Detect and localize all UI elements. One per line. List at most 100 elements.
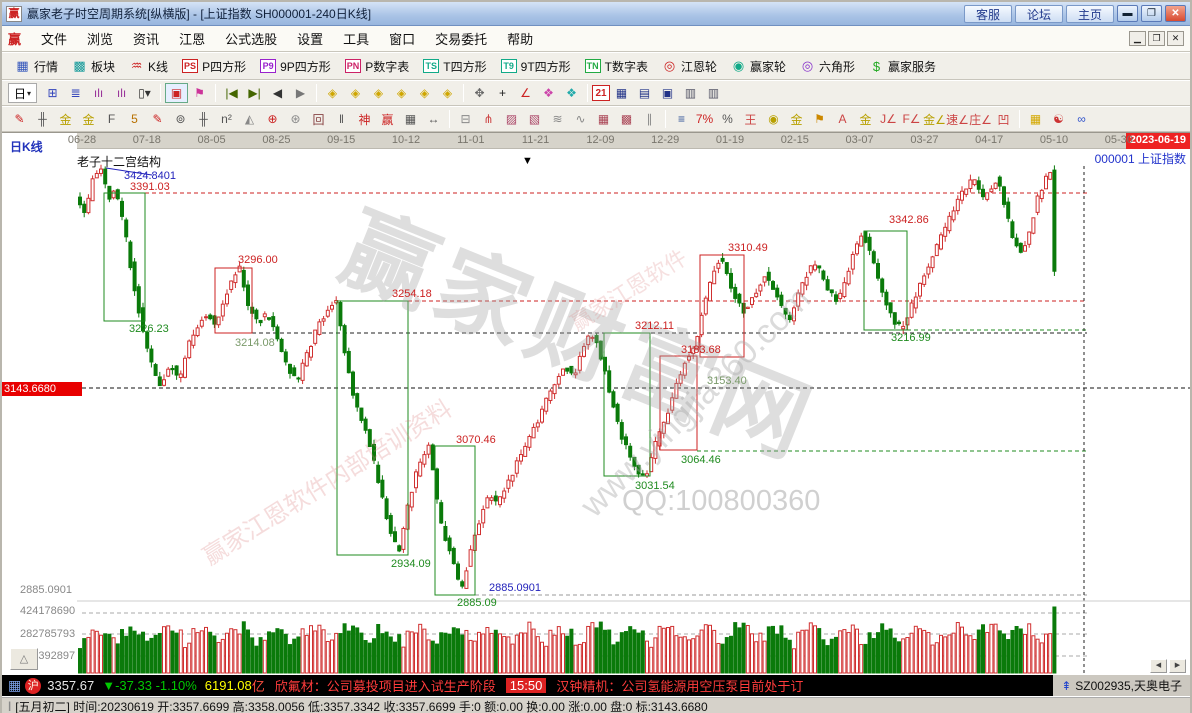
menu-item-6[interactable]: 设置 xyxy=(297,31,324,47)
last-page-icon[interactable]: ▶| xyxy=(248,86,261,100)
t-square-button[interactable]: TS T四方形 xyxy=(416,55,493,77)
angle-measure-icon[interactable]: ∠ xyxy=(520,86,531,100)
diamond-cross-icon[interactable]: ◈ xyxy=(419,86,430,100)
calendar-icon[interactable]: 21 xyxy=(592,85,611,101)
diamond-compress-icon[interactable]: ◈ xyxy=(327,86,338,100)
minimize-button[interactable]: ▬ xyxy=(1117,5,1138,22)
diamond-expand-icon[interactable]: ◈ xyxy=(350,86,361,100)
tool-compass-icon[interactable]: ⊕ xyxy=(267,112,278,126)
gann-mode-icon[interactable]: ▣ xyxy=(165,83,189,103)
9t-square-button[interactable]: T9 9T四方形 xyxy=(494,55,578,77)
tool-infinity-icon[interactable]: ∞ xyxy=(1077,112,1086,126)
window-layout-icon[interactable]: ⊞ xyxy=(47,86,58,100)
tool-circle3-icon[interactable]: ⊚ xyxy=(175,112,186,126)
tool-slashes-icon[interactable]: ∥ xyxy=(646,112,653,126)
menu-item-8[interactable]: 窗口 xyxy=(389,31,416,47)
tool-grid123-icon[interactable]: ▦ xyxy=(404,112,417,126)
diamond-vspan-icon[interactable]: ◈ xyxy=(396,86,407,100)
print-icon[interactable]: ▥ xyxy=(707,86,720,100)
tool-n2-icon[interactable]: n² xyxy=(221,112,232,126)
winner-wheel-button[interactable]: ◉ 赢家轮 xyxy=(724,55,793,77)
tool-target-icon[interactable]: 回 xyxy=(312,112,325,127)
tool-span-icon[interactable]: ↔ xyxy=(427,112,440,126)
menu-item-1[interactable]: 文件 xyxy=(41,31,68,47)
menu-item-4[interactable]: 江恩 xyxy=(179,31,206,47)
tool-f-grid-icon[interactable]: F xyxy=(107,112,116,126)
restore-button[interactable]: ❐ xyxy=(1141,5,1162,22)
tool-su-angle-icon[interactable]: 速∠ xyxy=(946,112,969,127)
menu-item-7[interactable]: 工具 xyxy=(343,31,370,47)
chart-area[interactable]: 2023-06-19 06-28 07-18 08-05 08-25 09-15 10-1… xyxy=(2,132,1190,675)
tool-spiral5-icon[interactable]: 5 xyxy=(131,112,138,126)
candlestick-canvas[interactable] xyxy=(2,133,1190,675)
tool-pattern1-icon[interactable]: ▨ xyxy=(505,112,518,126)
tool-ying-icon[interactable]: 赢 xyxy=(381,112,394,127)
hexagon-button[interactable]: ◎ 六角形 xyxy=(793,55,862,77)
homepage-button[interactable]: 主页 xyxy=(1065,4,1114,23)
tool-terrace-icon[interactable]: 凹 xyxy=(997,112,1010,127)
tool-gold2-icon[interactable]: 金 xyxy=(859,112,872,127)
stock-quick-quote[interactable]: ⇞ SZ002935,天奥电子 xyxy=(1053,675,1190,696)
tool-hash-icon[interactable]: ╫ xyxy=(199,112,208,126)
info-list-icon[interactable]: ≣ xyxy=(70,86,81,100)
diamond-hspan-icon[interactable]: ◈ xyxy=(373,86,384,100)
notepad-icon[interactable]: ▤ xyxy=(638,86,651,100)
tool-taiji-icon[interactable]: ☯ xyxy=(1053,112,1064,126)
hand-icon[interactable]: ✥ xyxy=(474,86,485,100)
tool-shen-icon[interactable]: 神 xyxy=(358,112,371,127)
9p-square-button[interactable]: P9 9P四方形 xyxy=(253,55,338,77)
child-close-button[interactable]: ✕ xyxy=(1167,31,1184,46)
winner-service-button[interactable]: $ 赢家服务 xyxy=(862,55,943,77)
tool-levels-icon[interactable]: ≡ xyxy=(677,112,685,126)
forum-button[interactable]: 论坛 xyxy=(1014,4,1063,23)
tool-flag-icon[interactable]: ⚑ xyxy=(814,112,825,126)
tool-f-angle-icon[interactable]: F∠ xyxy=(902,112,921,126)
tool-gold-angle-icon[interactable]: 金∠ xyxy=(923,112,946,127)
tool-mirror-icon[interactable]: ◭ xyxy=(244,112,255,126)
first-page-icon[interactable]: |◀ xyxy=(225,86,238,100)
profile-flag-icon[interactable]: ⚑ xyxy=(194,86,205,100)
pattern-teal-icon[interactable]: ❖ xyxy=(566,86,577,100)
pane-toggle-button[interactable]: △ xyxy=(10,648,38,670)
menu-item-2[interactable]: 浏览 xyxy=(87,31,114,47)
t-number-table-button[interactable]: TN T数字表 xyxy=(578,55,655,77)
tool-grid-red-icon[interactable]: ▦ xyxy=(597,112,610,126)
next-bar-icon[interactable]: ▶ xyxy=(295,86,306,100)
close-button[interactable]: ✕ xyxy=(1165,5,1186,22)
scroll-left-button[interactable]: ◀ xyxy=(1150,659,1167,673)
tool-7pct-icon[interactable]: 7% xyxy=(695,112,714,126)
tool-gold-grid-icon[interactable]: 金 xyxy=(59,112,72,127)
tool-window-icon[interactable]: ⊟ xyxy=(460,112,471,126)
sectors-button[interactable]: ▩ 板块 xyxy=(65,55,122,77)
quotes-button[interactable]: ▦ 行情 xyxy=(8,55,65,77)
diamond-move-icon[interactable]: ◈ xyxy=(442,86,453,100)
tool-brush2-icon[interactable]: ✎ xyxy=(152,112,163,126)
tool-pattern2-icon[interactable]: ▧ xyxy=(528,112,541,126)
tool-fan-lines-icon[interactable]: ⋔ xyxy=(483,112,494,126)
tool-zhuang-angle-icon[interactable]: 庄∠ xyxy=(969,112,992,127)
tool-a-grid-icon[interactable]: A xyxy=(838,112,847,126)
tool-grid-gold-icon[interactable]: ▦ xyxy=(1029,112,1042,126)
kline-button[interactable]: ♒ K线 xyxy=(122,55,175,77)
pattern-pink-icon[interactable]: ❖ xyxy=(543,86,554,100)
period-selector[interactable]: 日 ▾ xyxy=(8,83,38,103)
gann-wheel-button[interactable]: ◎ 江恩轮 xyxy=(655,55,724,77)
tool-star-icon[interactable]: ⊛ xyxy=(290,112,301,126)
tool-zigzag-icon[interactable]: ∿ xyxy=(575,112,586,126)
tool-j-angle-icon[interactable]: J∠ xyxy=(880,112,897,126)
child-minimize-button[interactable]: ▁ xyxy=(1129,31,1146,46)
menu-item-10[interactable]: 帮助 xyxy=(507,31,534,47)
save-icon[interactable]: ▣ xyxy=(661,86,674,100)
tool-grid-icon[interactable]: ╫ xyxy=(38,112,47,126)
prev-bar-icon[interactable]: ◀ xyxy=(272,86,283,100)
tool-gold-grid2-icon[interactable]: 金 xyxy=(82,112,95,127)
scroll-right-button[interactable]: ▶ xyxy=(1169,659,1186,673)
tool-waves-icon[interactable]: ≋ xyxy=(552,112,563,126)
p-square-button[interactable]: PS P四方形 xyxy=(175,55,253,77)
tool-pct-icon[interactable]: % xyxy=(722,112,733,126)
calculator-icon[interactable]: ▦ xyxy=(615,86,628,100)
small-bars-3-icon[interactable]: ılı xyxy=(93,86,104,100)
quote-grid-icon[interactable]: ▦ xyxy=(8,677,22,693)
tool-gold-circle-icon[interactable]: ◉ xyxy=(768,112,779,126)
small-bars-9-icon[interactable]: ılı xyxy=(116,86,127,100)
